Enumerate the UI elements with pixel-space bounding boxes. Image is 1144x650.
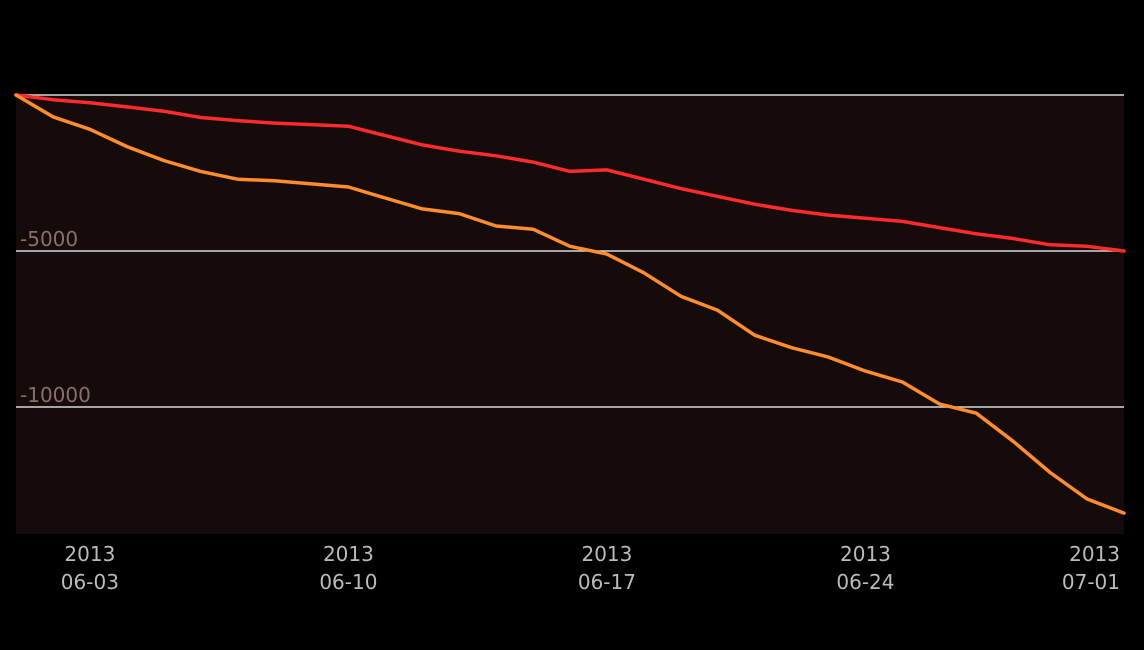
x-tick-label-year: 2013 (581, 542, 632, 566)
x-tick-label-year: 2013 (64, 542, 115, 566)
x-tick: 2013 07-01 (1062, 542, 1120, 594)
x-tick-label-date: 07-01 (1062, 570, 1120, 594)
x-tick: 2013 06-10 (319, 542, 377, 594)
x-tick: 2013 06-03 (61, 542, 119, 594)
x-tick: 2013 06-17 (578, 542, 636, 594)
x-tick-label-year: 2013 (840, 542, 891, 566)
series-lines (14, 93, 1126, 515)
x-tick: 2013 06-24 (836, 542, 894, 594)
y-tick-label: -5000 (20, 227, 78, 251)
x-tick-label-date: 06-17 (578, 570, 636, 594)
x-axis-tick-labels: 201306-03201306-10201306-17201306-242013… (61, 542, 1120, 594)
x-tick-label-date: 06-03 (61, 570, 119, 594)
x-tick-label-date: 06-24 (836, 570, 894, 594)
y-tick-label: -10000 (20, 383, 91, 407)
gridlines (16, 94, 1124, 408)
x-tick-label-date: 06-10 (319, 570, 377, 594)
x-tick-label-year: 2013 (1069, 542, 1120, 566)
x-tick-label-year: 2013 (323, 542, 374, 566)
plot-area (16, 95, 1124, 534)
y-axis-tick-labels: -5000 -10000 (20, 227, 91, 407)
